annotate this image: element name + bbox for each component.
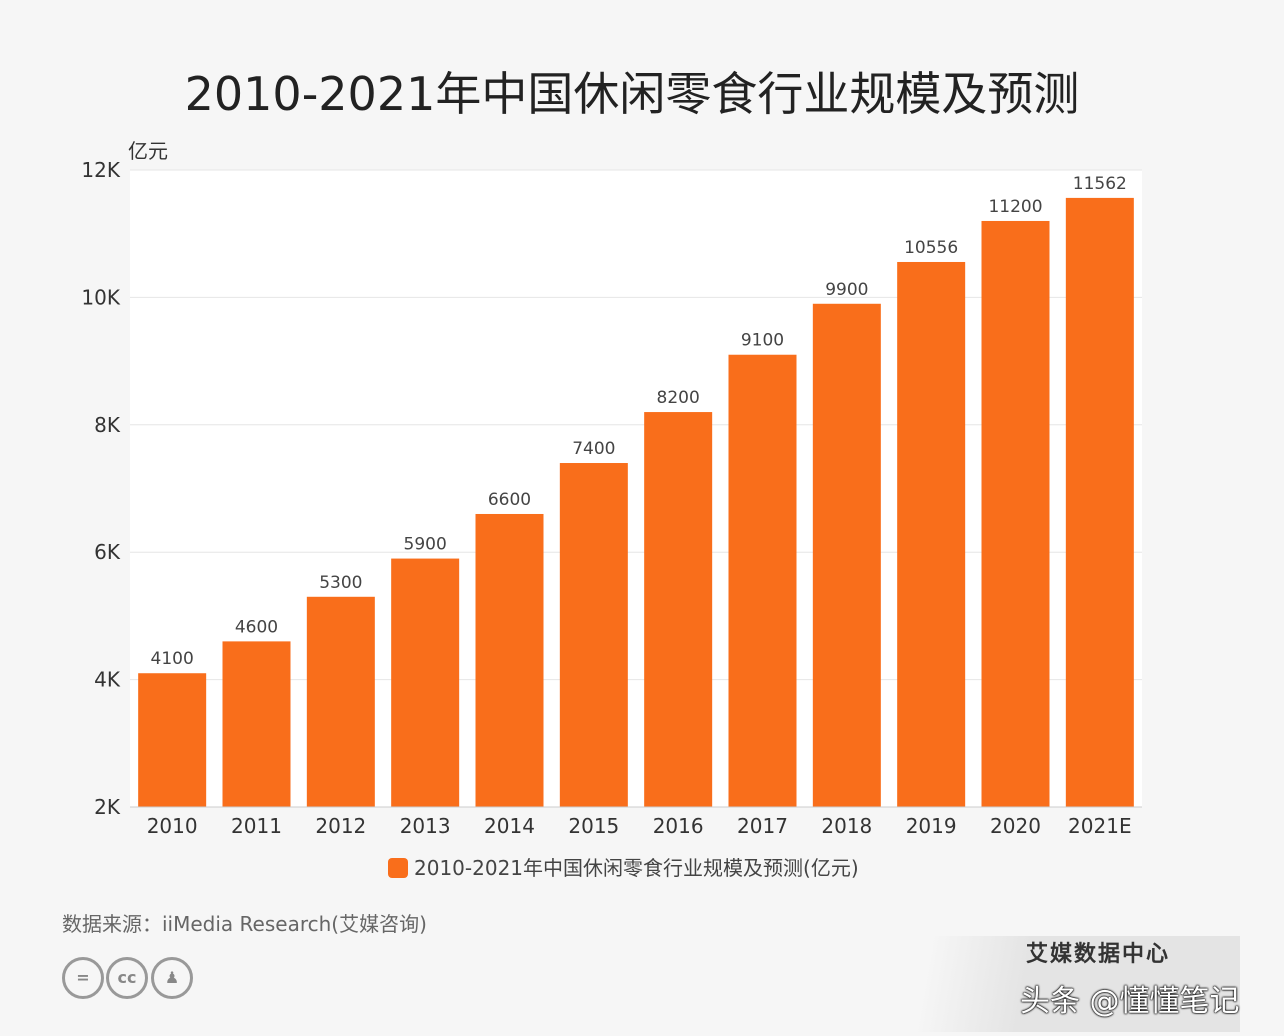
- data-label: 4600: [235, 617, 278, 637]
- data-label: 6600: [488, 490, 531, 510]
- y-tick-label: 2K: [94, 795, 121, 819]
- brand-logo: 艾媒数据中心: [1026, 942, 1171, 967]
- bar: [475, 513, 544, 807]
- bar: [981, 220, 1050, 807]
- x-tick-label: 2020: [990, 814, 1041, 838]
- bar: [222, 641, 291, 807]
- data-label: 9900: [825, 280, 868, 300]
- bar: [138, 673, 207, 807]
- x-tick-label: 2013: [400, 814, 451, 838]
- data-label: 5300: [319, 573, 362, 593]
- x-tick-label: 2015: [568, 814, 619, 838]
- y-tick-label: 4K: [94, 668, 121, 692]
- data-label: 7400: [572, 439, 615, 459]
- data-label: 4100: [151, 649, 194, 669]
- data-label: 9100: [741, 331, 784, 351]
- y-tick-label: 10K: [81, 285, 120, 309]
- bar: [1065, 197, 1134, 807]
- bar: [644, 412, 713, 807]
- legend-label: 2010-2021年中国休闲零食行业规模及预测(亿元): [414, 856, 859, 880]
- data-label: 5900: [404, 535, 447, 555]
- bar: [728, 354, 797, 807]
- y-axis-unit: 亿元: [128, 139, 168, 163]
- bar: [559, 463, 628, 807]
- x-tick-label: 2019: [906, 814, 957, 838]
- data-label: 11200: [988, 197, 1042, 217]
- bar: [812, 303, 881, 807]
- y-tick-label: 6K: [94, 540, 121, 564]
- x-tick-label: 2016: [653, 814, 704, 838]
- bar: [897, 261, 966, 807]
- x-tick-label: 2010: [147, 814, 198, 838]
- chart-title: 2010-2021年中国休闲零食行业规模及预测: [184, 67, 1080, 121]
- by-icon: ♟: [151, 957, 193, 999]
- legend-swatch: [388, 858, 408, 878]
- brand-banner: [850, 936, 1240, 1032]
- data-label: 10556: [904, 238, 958, 258]
- cc-icon: cc: [106, 957, 148, 999]
- bar-chart: 2K 4K 6K 8K 10K 12K 亿元 4100 2010 4600 2011 5300 2012…: [81, 139, 1142, 880]
- source-note: 数据来源：iiMedia Research(艾媒咨询): [62, 912, 427, 936]
- y-tick-label: 12K: [81, 158, 120, 182]
- x-tick-label: 2012: [315, 814, 366, 838]
- plot-area: [130, 170, 1142, 807]
- nd-icon: =: [62, 957, 104, 999]
- x-tick-label: 2018: [821, 814, 872, 838]
- x-tick-label: 2011: [231, 814, 282, 838]
- data-label: 8200: [657, 388, 700, 408]
- data-label: 11562: [1073, 174, 1127, 194]
- x-tick-label: 2021E: [1068, 814, 1132, 838]
- bar: [306, 596, 375, 807]
- watermark: 头条 @懂懂笔记: [1020, 984, 1240, 1019]
- bar: [391, 558, 460, 807]
- y-tick-label: 8K: [94, 413, 121, 437]
- x-tick-label: 2014: [484, 814, 535, 838]
- x-tick-label: 2017: [737, 814, 788, 838]
